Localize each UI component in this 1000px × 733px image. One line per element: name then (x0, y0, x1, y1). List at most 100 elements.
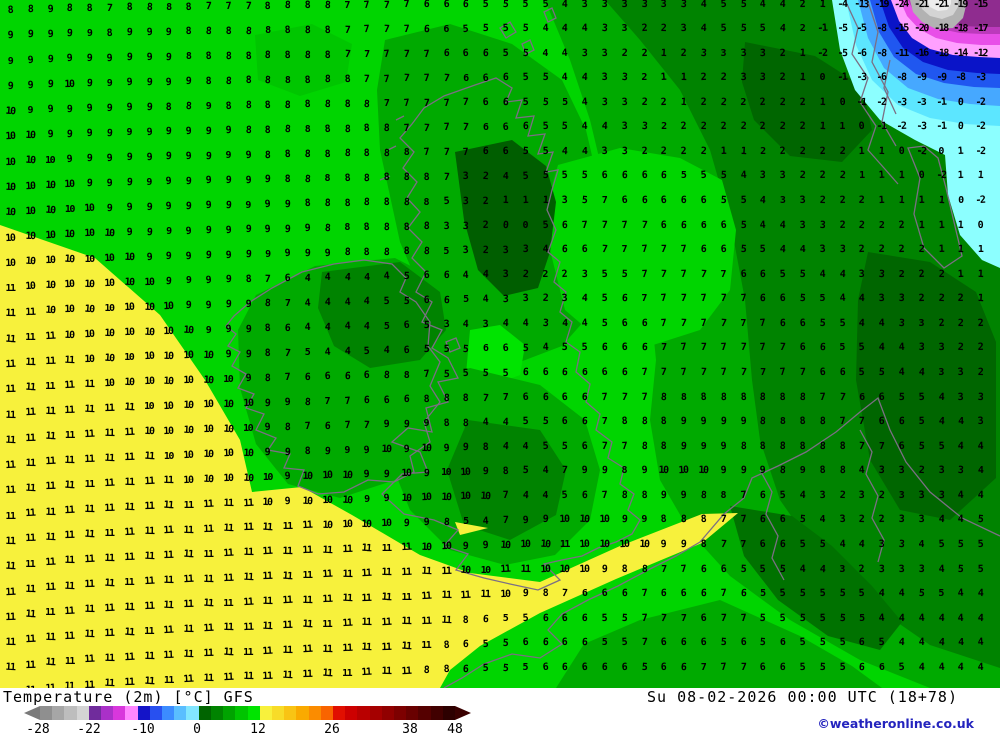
temp-value: 10 (164, 376, 174, 387)
coastline-0 (381, 77, 641, 591)
temp-value: 3 (899, 514, 904, 525)
temp-value: 4 (958, 662, 963, 673)
temp-value: 2 (562, 269, 567, 280)
temp-value: 8 (344, 173, 349, 184)
temp-value: 11 (65, 354, 75, 365)
temp-value: 11 (421, 616, 430, 627)
colorbar-right-arrow (455, 706, 471, 720)
temp-value: 9 (384, 419, 389, 430)
temp-value: 7 (641, 588, 646, 599)
temp-value: 7 (720, 342, 725, 353)
temp-value: 8 (839, 465, 844, 476)
temp-value: 3 (839, 564, 845, 575)
temp-value: 9 (225, 175, 230, 186)
map-title: Temperature (2m) [°C] GFS (3, 688, 254, 706)
temp-value: 5 (899, 392, 904, 403)
temp-value: 7 (423, 73, 428, 84)
temp-value: -5 (857, 23, 867, 34)
temp-value: 9 (206, 225, 211, 236)
temp-value: 5 (542, 97, 547, 108)
temp-value: 9 (285, 447, 290, 458)
temp-value: 9 (384, 469, 389, 480)
temp-value: 7 (641, 269, 646, 280)
temp-value: 6 (700, 588, 705, 599)
temp-value: 11 (283, 522, 294, 532)
temp-value: 5 (523, 0, 529, 10)
temp-value: 8 (265, 348, 270, 359)
temp-value: 5 (542, 72, 547, 83)
temp-value: 1 (503, 195, 508, 206)
temp-value: 10 (560, 514, 569, 525)
temp-value: 5 (799, 637, 804, 648)
temp-value: 5 (503, 48, 508, 59)
temp-value: 6 (700, 613, 705, 624)
temp-value: 5 (819, 318, 824, 329)
temp-value: 10 (401, 468, 410, 479)
temp-value: 9 (324, 247, 329, 258)
temp-value: 11 (144, 451, 154, 463)
temp-value: 3 (918, 490, 923, 501)
temp-value: 8 (305, 99, 310, 110)
temp-value: 7 (344, 395, 349, 406)
temp-value: 3 (879, 563, 884, 574)
temp-value: 3 (938, 490, 943, 501)
temp-value: 7 (602, 220, 607, 231)
temp-value: -18 (934, 48, 948, 59)
temp-value: 5 (602, 293, 607, 304)
temp-value: 6 (720, 219, 725, 230)
temp-value: 9 (206, 200, 211, 211)
temp-value: 8 (404, 148, 410, 158)
temp-value: 8 (443, 418, 448, 429)
temp-value: 5 (859, 342, 864, 353)
temp-value: 5 (443, 344, 448, 355)
temp-value: 6 (879, 416, 884, 427)
temp-value: 1 (859, 146, 864, 157)
temp-value: 9 (285, 248, 290, 259)
temp-value: 7 (641, 613, 646, 624)
temp-value: 11 (441, 615, 451, 626)
temp-value: 6 (463, 639, 468, 650)
temp-value: 6 (641, 342, 646, 353)
temp-value: 6 (582, 589, 588, 599)
temp-value: 0 (899, 146, 904, 157)
temp-value: 3 (681, 0, 686, 10)
temp-value: 8 (245, 274, 250, 285)
temp-value: 2 (700, 146, 705, 157)
temp-value: 2 (879, 490, 884, 501)
temp-value: 2 (898, 219, 903, 230)
temp-value: 1 (839, 122, 845, 132)
temp-value: 11 (362, 568, 372, 579)
temp-value: 4 (938, 662, 943, 673)
temp-value: 11 (5, 409, 14, 420)
temp-value: 11 (25, 407, 35, 418)
temp-value: 10 (65, 79, 74, 90)
temp-value: 3 (839, 514, 844, 525)
temp-value: 3 (661, 0, 666, 10)
temp-value: 11 (5, 435, 15, 446)
temp-value: 8 (304, 174, 309, 185)
temp-value: 11 (144, 501, 153, 512)
temp-value: 4 (582, 318, 587, 329)
temp-value: 3 (879, 293, 884, 304)
temp-value: 4 (562, 72, 567, 83)
temp-value: 7 (503, 515, 508, 526)
temp-value: 11 (124, 677, 133, 688)
temp-value: 11 (25, 357, 34, 368)
temp-value: 1 (879, 195, 884, 206)
temp-value: 5 (740, 0, 745, 10)
temp-value: 5 (522, 465, 527, 476)
temp-value: 6 (483, 344, 489, 354)
temp-value: 3 (463, 245, 468, 256)
copyright-link[interactable]: ©weatheronline.co.uk (817, 716, 974, 731)
temp-value: 9 (265, 422, 270, 433)
temp-value: 3 (919, 318, 925, 329)
temp-value: 4 (938, 416, 943, 427)
region-nireland-dark (318, 262, 446, 368)
temp-value: 8 (403, 197, 408, 208)
temp-value: 3 (601, 146, 606, 157)
temp-value: 7 (681, 293, 686, 304)
temp-value: 11 (263, 521, 273, 533)
temp-value: 11 (223, 523, 233, 534)
temp-value: 3 (601, 23, 606, 34)
temperature-map-canvas: 8 8 9 8 8 7 8 8 8 8 7 7 7 8 8 8 8 7 7 7 7 6 6 6 5 5 5 5 4 3 3 3 3 3 3 4 5 5 4 4… (0, 0, 1000, 688)
